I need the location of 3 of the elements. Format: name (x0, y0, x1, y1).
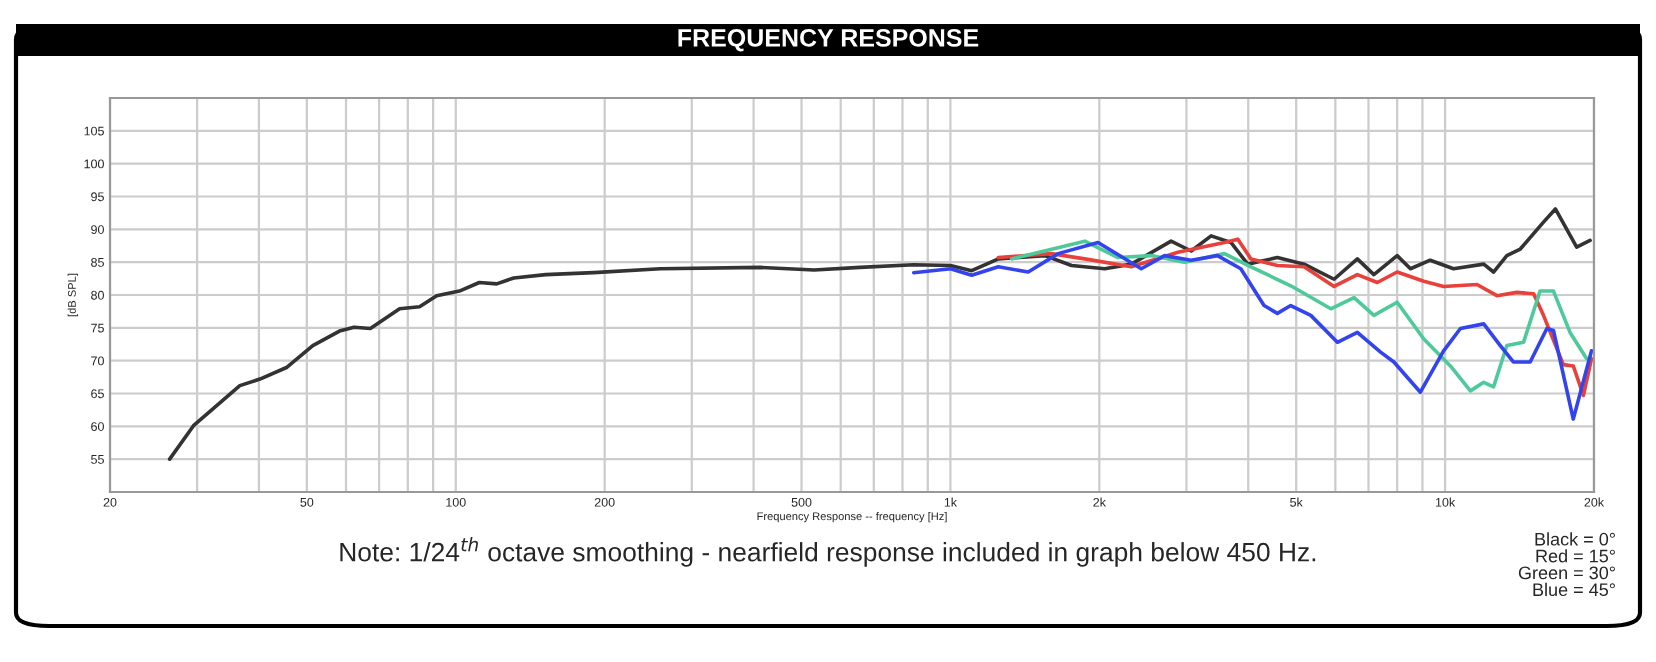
chart-title: FREQUENCY RESPONSE (678, 29, 979, 52)
text: Black = 0° Red = 15° Green = 30° Blue = 45° (1518, 532, 1615, 597)
text: Note: 1/24$^{th}$ octave smoothing - nearfield response included in graph below 450 Hz. (340, 537, 1316, 567)
